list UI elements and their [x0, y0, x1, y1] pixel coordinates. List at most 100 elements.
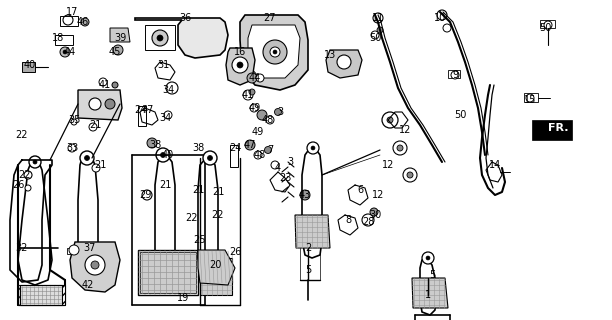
Text: 23: 23 — [279, 173, 291, 183]
Text: 4: 4 — [275, 163, 281, 173]
Text: 46: 46 — [77, 17, 89, 27]
Circle shape — [264, 147, 272, 154]
Text: 26: 26 — [12, 180, 24, 190]
Text: 48: 48 — [254, 150, 266, 160]
Polygon shape — [532, 120, 572, 140]
Circle shape — [393, 141, 407, 155]
Text: 33: 33 — [66, 143, 78, 153]
Circle shape — [71, 119, 77, 125]
Text: 40: 40 — [24, 60, 36, 70]
Circle shape — [451, 71, 459, 79]
Circle shape — [382, 112, 398, 128]
Text: 47: 47 — [244, 140, 256, 150]
Text: 21: 21 — [89, 120, 101, 130]
Circle shape — [69, 245, 79, 255]
Circle shape — [371, 31, 379, 39]
Circle shape — [68, 144, 76, 152]
Polygon shape — [295, 215, 330, 248]
Text: 12: 12 — [399, 125, 411, 135]
Circle shape — [426, 256, 430, 260]
Text: 47: 47 — [142, 105, 154, 115]
Text: 49: 49 — [249, 103, 261, 113]
Circle shape — [271, 161, 279, 169]
Text: 11: 11 — [372, 13, 384, 23]
Text: 3: 3 — [277, 107, 283, 117]
Text: 21: 21 — [94, 160, 106, 170]
Circle shape — [29, 156, 41, 168]
Circle shape — [156, 148, 170, 162]
Circle shape — [105, 99, 115, 109]
Text: 7: 7 — [267, 145, 273, 155]
Text: 50: 50 — [454, 110, 466, 120]
Text: 48: 48 — [262, 115, 274, 125]
Circle shape — [63, 15, 73, 25]
Text: 27: 27 — [264, 13, 276, 23]
Polygon shape — [138, 250, 198, 295]
Circle shape — [84, 156, 89, 161]
Circle shape — [85, 255, 105, 275]
Text: 24: 24 — [134, 105, 146, 115]
Text: 12: 12 — [382, 160, 394, 170]
Text: 44: 44 — [64, 47, 76, 57]
Polygon shape — [200, 258, 232, 295]
Text: 35: 35 — [69, 115, 81, 125]
Circle shape — [142, 190, 152, 200]
Polygon shape — [140, 252, 196, 293]
Circle shape — [203, 151, 217, 165]
Bar — [230, 145, 238, 167]
Text: 50: 50 — [369, 33, 381, 43]
Polygon shape — [18, 285, 65, 305]
Text: 29: 29 — [139, 190, 151, 200]
Text: 37: 37 — [84, 243, 96, 253]
Circle shape — [407, 172, 413, 178]
Text: 21: 21 — [212, 187, 224, 197]
Circle shape — [152, 30, 168, 46]
Circle shape — [403, 168, 417, 182]
Text: 44: 44 — [249, 73, 261, 83]
Circle shape — [91, 261, 99, 269]
Circle shape — [275, 108, 282, 116]
Circle shape — [373, 13, 383, 23]
Circle shape — [164, 111, 172, 119]
Text: 16: 16 — [234, 47, 246, 57]
Polygon shape — [110, 28, 130, 42]
Circle shape — [387, 117, 393, 123]
Text: 25: 25 — [194, 235, 206, 245]
Text: 15: 15 — [524, 95, 536, 105]
Text: 9: 9 — [452, 70, 458, 80]
Text: 5: 5 — [305, 265, 311, 275]
Circle shape — [33, 160, 37, 164]
Circle shape — [307, 142, 319, 154]
Polygon shape — [226, 48, 255, 85]
Bar — [138, 106, 146, 126]
Polygon shape — [20, 285, 62, 305]
Circle shape — [249, 89, 255, 95]
Text: 36: 36 — [179, 13, 191, 23]
Bar — [524, 93, 538, 102]
Text: 13: 13 — [324, 50, 336, 60]
Text: 8: 8 — [345, 215, 351, 225]
Circle shape — [24, 171, 32, 179]
Polygon shape — [70, 242, 120, 292]
Text: 2: 2 — [305, 243, 311, 253]
Text: 22: 22 — [186, 213, 198, 223]
Circle shape — [113, 30, 123, 40]
Circle shape — [63, 50, 67, 54]
Text: FR.: FR. — [548, 123, 569, 133]
Text: 6: 6 — [357, 185, 363, 195]
Text: 41: 41 — [242, 90, 254, 100]
Circle shape — [89, 98, 101, 110]
Text: 12: 12 — [372, 190, 384, 200]
Polygon shape — [326, 50, 362, 78]
Circle shape — [147, 138, 157, 148]
Circle shape — [266, 116, 274, 124]
Text: 31: 31 — [157, 60, 169, 70]
Bar — [67, 248, 77, 254]
Circle shape — [270, 47, 280, 57]
Text: 34: 34 — [162, 85, 174, 95]
Circle shape — [92, 164, 100, 172]
Text: 1: 1 — [425, 290, 431, 300]
Circle shape — [250, 104, 258, 112]
Bar — [540, 20, 555, 28]
Text: 41: 41 — [99, 80, 111, 90]
